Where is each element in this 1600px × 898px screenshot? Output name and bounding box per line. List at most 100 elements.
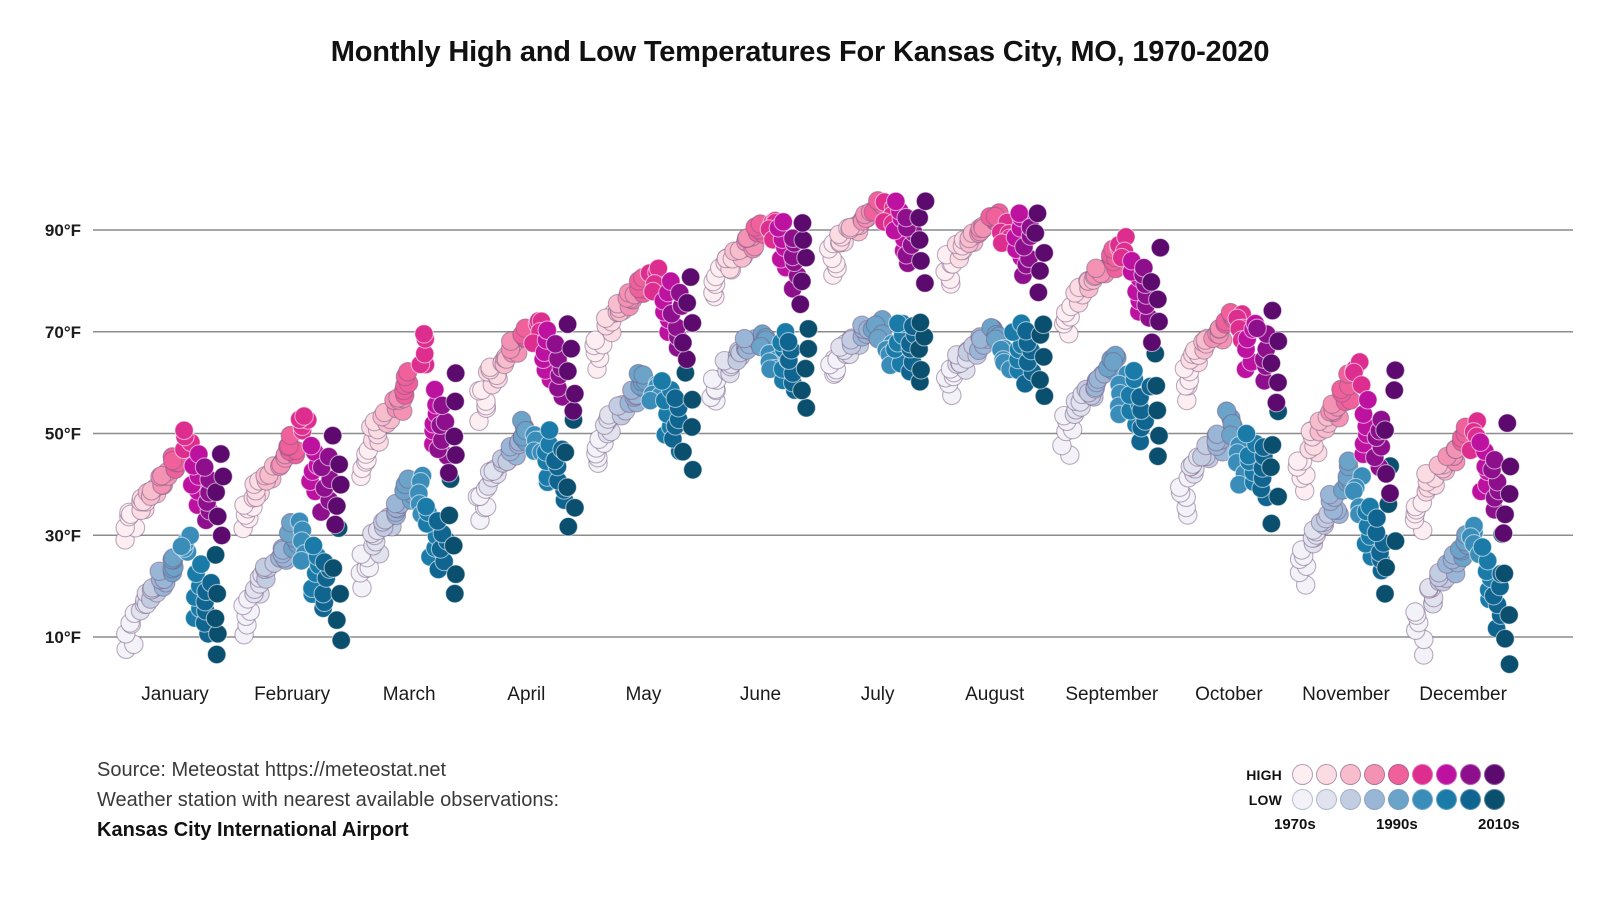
data-point <box>1086 258 1106 279</box>
data-point <box>1470 432 1491 452</box>
legend-swatch-low <box>1436 789 1457 810</box>
data-point <box>301 435 322 456</box>
data-point <box>1033 314 1054 335</box>
data-point <box>1499 484 1520 504</box>
data-point <box>558 361 578 381</box>
data-point <box>1262 435 1283 455</box>
y-tick-label: 10°F <box>45 628 81 647</box>
footnote: Source: Meteostat https://meteostat.net … <box>97 755 559 845</box>
data-point <box>1385 360 1406 381</box>
y-tick-label: 50°F <box>45 425 81 444</box>
data-point <box>680 267 701 287</box>
data-point <box>1495 628 1515 649</box>
data-point <box>194 457 215 477</box>
legend-swatches-high <box>1292 764 1505 785</box>
legend-swatch-low <box>1364 789 1385 810</box>
y-tick-label: 70°F <box>45 323 81 342</box>
data-point <box>1499 654 1520 674</box>
data-point <box>445 391 465 412</box>
data-point <box>1472 537 1493 557</box>
data-point <box>207 583 227 604</box>
legend-swatch-high <box>1412 764 1433 785</box>
data-point <box>909 208 929 228</box>
data-point <box>682 417 702 437</box>
data-point <box>445 583 465 604</box>
legend-swatch-low <box>1316 789 1337 810</box>
data-point <box>558 516 579 537</box>
legend-swatch-high <box>1316 764 1337 785</box>
source-line: Source: Meteostat https://meteostat.net <box>97 759 447 781</box>
data-point <box>796 398 817 418</box>
data-point <box>1148 289 1168 310</box>
data-point <box>294 406 314 426</box>
month-label: February <box>254 684 331 705</box>
data-point <box>1405 602 1425 622</box>
data-point <box>557 314 578 334</box>
data-point <box>446 564 466 584</box>
chart-title: Monthly High and Low Temperatures For Ka… <box>330 36 1270 68</box>
data-point <box>1103 352 1123 372</box>
data-point <box>1376 557 1396 578</box>
data-point <box>565 383 585 404</box>
data-point <box>1030 261 1050 281</box>
data-point <box>909 230 930 250</box>
data-point <box>1262 300 1283 321</box>
data-point <box>439 505 460 526</box>
legend-swatch-low <box>1460 789 1481 810</box>
month-label: January <box>141 684 209 705</box>
station-name: Kansas City International Airport <box>97 819 409 841</box>
data-point <box>910 312 931 333</box>
y-tick-label: 90°F <box>45 221 81 240</box>
data-point <box>557 477 578 498</box>
legend-swatch-high <box>1292 764 1313 785</box>
legend-decade-label: 1970s <box>1274 816 1316 833</box>
data-point <box>1149 425 1169 446</box>
data-point <box>792 380 812 401</box>
data-point <box>322 425 343 446</box>
data-point <box>565 498 585 518</box>
data-point <box>778 332 799 352</box>
data-point <box>1028 282 1049 303</box>
data-point <box>416 496 436 517</box>
data-point <box>213 466 233 487</box>
legend-decade-label: 2010s <box>1478 816 1520 833</box>
legend-row-high: HIGH <box>1222 762 1542 787</box>
legend-swatch-low <box>1484 789 1505 810</box>
data-point <box>792 271 812 292</box>
data-point <box>330 584 350 604</box>
data-point <box>1268 331 1289 351</box>
data-point <box>171 536 192 557</box>
data-point <box>1367 508 1387 528</box>
data-point <box>439 463 459 483</box>
legend: HIGH LOW 1970s 1990s 2010s <box>1222 762 1542 857</box>
data-point <box>1376 464 1396 484</box>
data-point <box>206 644 227 665</box>
y-tick-label: 30°F <box>45 526 81 545</box>
data-point <box>1034 243 1054 263</box>
data-point <box>331 630 351 651</box>
data-point <box>1261 353 1282 373</box>
data-point <box>793 230 813 250</box>
data-point <box>1358 390 1378 410</box>
data-point <box>665 388 686 408</box>
data-point <box>327 610 347 630</box>
legend-swatch-high <box>1484 764 1505 785</box>
data-point <box>330 474 351 495</box>
data-point <box>205 545 226 565</box>
data-point <box>682 389 703 410</box>
data-point <box>886 191 906 212</box>
data-point <box>325 514 345 535</box>
data-point <box>191 554 211 574</box>
data-point <box>585 330 606 350</box>
data-point <box>1146 376 1167 396</box>
data-point <box>1499 605 1519 625</box>
data-point <box>211 444 231 464</box>
data-point <box>911 360 931 380</box>
month-label: August <box>965 684 1025 705</box>
data-point <box>796 247 816 268</box>
data-point <box>1495 504 1515 525</box>
data-point <box>323 558 344 578</box>
data-point <box>539 420 560 440</box>
data-point <box>1266 392 1287 413</box>
month-label: December <box>1419 684 1507 705</box>
